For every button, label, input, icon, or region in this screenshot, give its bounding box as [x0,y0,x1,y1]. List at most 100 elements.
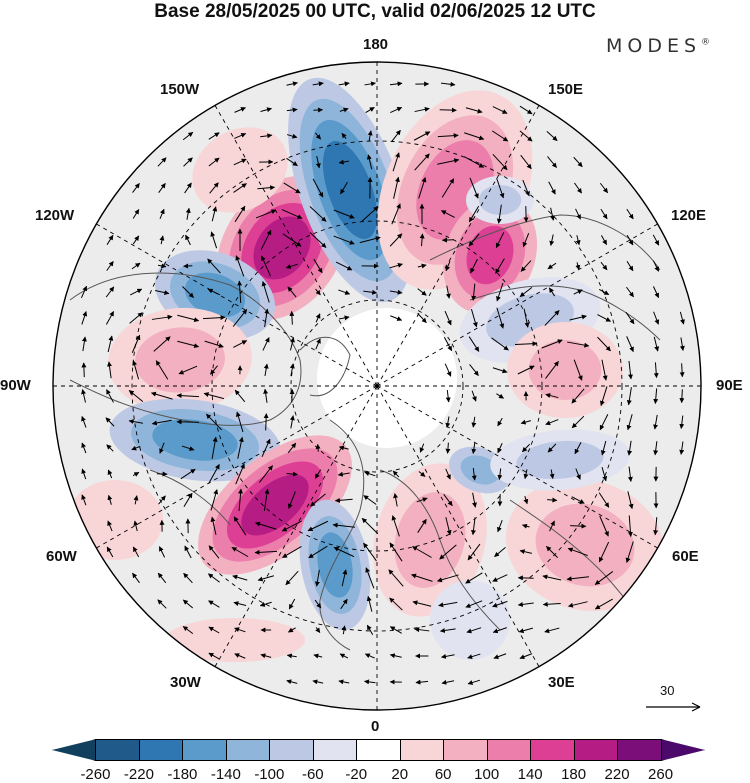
wind-arrow [468,336,480,352]
wind-arrow [264,308,270,328]
wind-arrow [445,517,452,536]
colorbar-tick-label: -20 [345,766,368,783]
wind-arrow [105,311,115,325]
wind-arrow [571,415,585,429]
wind-arrow [263,388,269,403]
wind-arrow [338,445,349,451]
wind-arrow [363,289,378,295]
wind-arrow [467,543,481,561]
meridian-line [96,385,378,549]
pole-clear-area [317,308,457,448]
wind-arrow [176,393,200,399]
colorbar-swatch [443,739,488,761]
wind-arrow [208,157,220,167]
wind-arrow [158,546,166,558]
wind-arrow [184,182,192,194]
wind-arrow [465,107,483,114]
wind-arrow [567,547,588,557]
wind-arrow [286,81,298,87]
wind-arrow [470,258,478,274]
meridian-line [376,105,540,387]
lon-label-150w: 150W [160,81,200,98]
wind-arrow [206,413,222,431]
wind-arrow [549,520,555,532]
wind-arrow [286,679,298,685]
wind-arrow [315,443,321,452]
meridian-line [376,223,658,387]
wind-arrow [315,627,321,634]
colorbar-swatch [356,739,401,761]
wind-arrow [389,233,403,247]
wind-arrow [514,341,538,347]
wind-arrow [289,363,295,377]
wind-arrow [81,311,88,325]
wind-arrow [208,132,220,140]
wind-arrow [338,679,350,685]
wind-arrow [416,497,428,503]
wind-arrow [545,393,559,399]
wind-arrow [184,545,192,559]
wind-arrow [547,156,557,168]
wind-arrow [471,283,477,301]
wind-arrow [445,468,451,480]
wind-arrow [679,363,685,378]
wind-arrow [598,541,610,563]
colorbar-swatch [95,739,140,761]
lon-label-150e: 150E [548,81,584,98]
wind-arrow [359,236,381,244]
wind-arrow [547,497,558,503]
wind-arrow [627,491,634,510]
wind-arrow [335,261,353,271]
wind-arrow [234,107,246,113]
wind-arrow [106,546,114,558]
wind-arrow [257,575,275,582]
wind-arrow [132,572,140,584]
anomaly-contour [165,618,305,662]
lon-label-90e: 90E [716,377,743,394]
wind-arrow [255,521,277,530]
wind-arrow [210,231,218,249]
meridian-line [376,385,658,549]
wind-arrow [315,288,321,296]
wind-arrow [414,627,430,633]
wind-arrow [411,573,433,582]
wind-arrow [517,601,534,607]
wind-arrow [234,205,246,223]
lon-label-120e: 120E [671,207,707,224]
wind-arrow [412,546,432,558]
wind-arrow [445,261,451,272]
colorbar-swatch [138,739,184,761]
coastlines [69,214,661,651]
anomaly-contour [135,327,225,393]
wind-arrow [549,207,555,221]
wind-arrow [600,235,608,246]
wind-arrow [441,237,454,243]
colorbar-tick-label: 60 [434,766,452,783]
colorbar-swatch [573,739,619,761]
wind-arrow [263,363,269,377]
wind-arrow [679,415,685,429]
colorbar-swatch [182,739,227,761]
wind-arrow [364,679,376,685]
wind-arrow [522,443,530,453]
wind-arrow [496,204,502,224]
latitude-circle [290,299,464,473]
wind-arrow [626,260,634,272]
anomaly-contour [430,580,510,660]
wind-arrow [468,205,480,223]
wind-arrow [107,361,112,379]
wind-arrow [389,262,403,269]
wind-arrow [158,495,166,505]
wind-arrow [157,599,167,609]
wind-arrow [81,389,86,403]
wind-arrow [571,496,585,504]
wind-arrow [549,469,555,480]
wind-arrow [339,107,349,113]
meridian-line [214,385,378,667]
wind-arrow [491,337,509,351]
wind-arrow [157,572,167,584]
colorbar-tick-label: -260 [80,766,111,783]
anomaly-contour [184,272,246,318]
wind-arrow [286,471,299,477]
